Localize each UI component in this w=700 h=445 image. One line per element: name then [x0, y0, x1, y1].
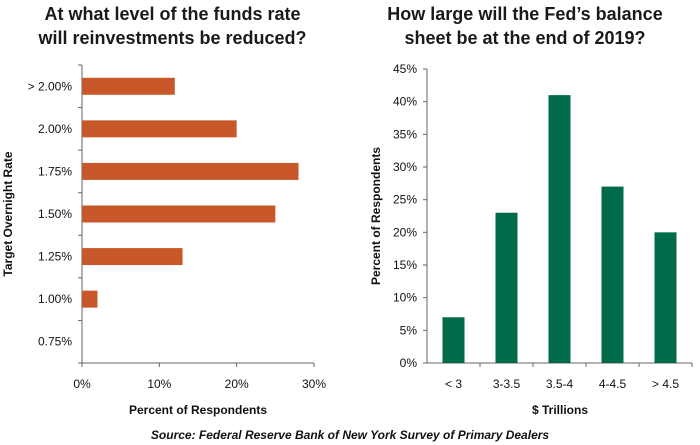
right-y-tick-label: 25% — [393, 193, 417, 207]
right-bar — [495, 212, 518, 363]
left-y-axis-title: Target Overnight Rate — [1, 151, 15, 276]
right-x-tick-label: 4-4.5 — [599, 377, 627, 391]
left-bar — [82, 77, 175, 95]
right-x-tick-label: 3.5-4 — [546, 377, 574, 391]
left-bar — [82, 162, 299, 180]
left-bar — [82, 248, 183, 266]
left-chart-title-line-2: will reinvestments be reduced? — [38, 28, 307, 48]
left-bar-chart: > 2.00% 2.00% 1.75% 1.50% 1.25% 1.00% 0.75% 0% 1… — [1, 64, 326, 417]
right-chart-title: How large will the Fed’s balance sheet b… — [350, 2, 700, 50]
left-y-tick-label: 1.75% — [38, 164, 72, 178]
left-y-tick-label: 1.00% — [38, 292, 72, 306]
right-y-tick-label: 15% — [393, 258, 417, 272]
right-y-tick-label: 40% — [393, 95, 417, 109]
right-bar — [442, 317, 465, 363]
left-bar — [82, 205, 276, 223]
left-x-tick-label: 10% — [147, 377, 171, 391]
right-bar — [601, 186, 624, 363]
right-y-tick-label: 5% — [400, 323, 418, 337]
left-x-tick-label: 30% — [302, 377, 326, 391]
right-y-tick-label: 30% — [393, 160, 417, 174]
left-y-tick-label: 1.50% — [38, 207, 72, 221]
right-x-tick-label: > 4.5 — [652, 377, 679, 391]
left-bar — [82, 120, 237, 138]
right-x-axis-title: $ Trillions — [532, 403, 588, 417]
source-note: Source: Federal Reserve Bank of New York… — [150, 428, 550, 442]
right-bar — [654, 232, 677, 363]
left-x-tick-label: 0% — [73, 377, 91, 391]
right-bar-chart: 0% 5% 10% 15% 20% 25% 30% 35% 40% 45% < 3 3-3.5 3.5-… — [369, 62, 693, 417]
left-x-tick-label: 20% — [225, 377, 249, 391]
left-y-tick-label: 0.75% — [38, 335, 72, 349]
right-x-tick-label: 3-3.5 — [493, 377, 521, 391]
right-y-tick-label: 10% — [393, 291, 417, 305]
left-y-tick-label: > 2.00% — [28, 79, 73, 93]
right-chart-title-line-2: sheet be at the end of 2019? — [404, 28, 646, 48]
right-y-tick-label: 35% — [393, 127, 417, 141]
left-y-tick-label: 1.25% — [38, 250, 72, 264]
left-bar — [82, 290, 98, 308]
right-x-tick-label: < 3 — [445, 377, 462, 391]
right-chart-title-line-1: How large will the Fed’s balance — [387, 4, 663, 24]
right-bar — [548, 95, 571, 363]
right-y-axis-title: Percent of Respondents — [369, 147, 383, 285]
left-y-tick-label: 2.00% — [38, 122, 72, 136]
right-y-tick-label: 45% — [393, 62, 417, 76]
right-y-tick-label: 0% — [400, 356, 418, 370]
left-x-axis-title: Percent of Respondents — [129, 403, 267, 417]
right-y-tick-label: 20% — [393, 225, 417, 239]
left-chart-title-line-1: At what level of the funds rate — [44, 4, 301, 24]
left-chart-title: At what level of the funds rate will rei… — [0, 2, 345, 50]
